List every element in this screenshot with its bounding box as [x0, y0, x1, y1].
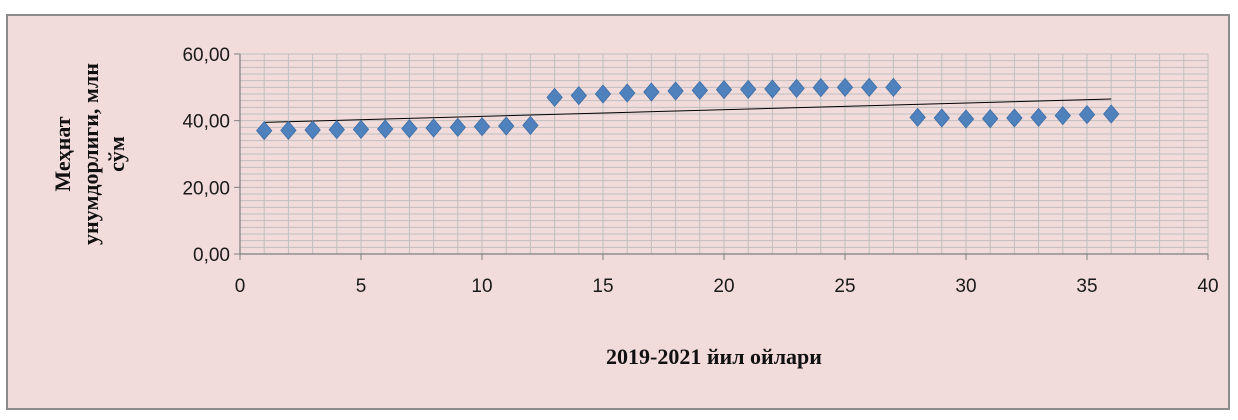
data-point	[1054, 106, 1071, 126]
data-point	[1103, 104, 1120, 124]
x-tick-label: 30	[955, 276, 976, 297]
y-axis-title-line: унумдорлиги, млн	[78, 63, 103, 245]
data-point	[377, 119, 394, 139]
data-point	[449, 117, 466, 137]
data-point	[715, 80, 733, 100]
y-tick-label: 20,00	[182, 178, 230, 199]
x-tick-labels: 0 5 10 15 20 25 30 35 40	[235, 276, 1219, 297]
data-point	[909, 107, 926, 127]
y-axis-title: Меҳнат унумдорлиги, млн сўм	[50, 63, 129, 245]
x-tick-label: 40	[1197, 276, 1218, 297]
data-point	[425, 118, 442, 138]
data-point	[1078, 105, 1096, 125]
trendline	[264, 98, 1112, 123]
data-point	[788, 78, 805, 98]
data-point	[667, 81, 684, 101]
y-tick-label: 60,00	[182, 45, 230, 66]
data-point	[619, 83, 636, 103]
data-point	[352, 119, 370, 139]
data-point	[1030, 107, 1047, 127]
data-point	[304, 120, 321, 140]
x-tick-label: 20	[713, 276, 734, 297]
chart-frame: 0,00 20,00 40,00 60,00 0 5 10 15 20 25 30 35 40 201…	[6, 14, 1230, 410]
data-points	[256, 77, 1120, 141]
x-axis-title: 2019-2021 йил ойлари	[606, 344, 822, 369]
y-tick-label: 0,00	[193, 245, 230, 266]
data-point	[957, 109, 975, 129]
data-point	[836, 77, 854, 97]
data-point	[764, 79, 781, 99]
x-tick-label: 5	[356, 276, 367, 297]
data-point	[328, 120, 345, 140]
data-point	[691, 80, 708, 100]
data-point	[522, 115, 539, 135]
axes	[234, 53, 1209, 260]
data-point	[643, 82, 660, 102]
data-point	[933, 108, 950, 128]
scatter-chart: 0,00 20,00 40,00 60,00 0 5 10 15 20 25 30 35 40 201…	[50, 45, 1219, 369]
data-point	[982, 109, 999, 129]
gridlines	[239, 53, 1209, 255]
x-tick-label: 25	[834, 276, 855, 297]
x-tick-label: 10	[471, 276, 492, 297]
y-tick-labels: 0,00 20,00 40,00 60,00	[182, 45, 230, 266]
data-point	[861, 77, 878, 97]
data-point	[570, 86, 587, 106]
data-point	[740, 79, 757, 99]
trendline-group	[264, 98, 1112, 123]
y-axis-title-line: Меҳнат	[50, 116, 75, 191]
data-point	[498, 116, 515, 136]
x-tick-label: 0	[235, 276, 246, 297]
y-axis-title-line: сўм	[104, 136, 129, 172]
data-point	[546, 87, 563, 107]
x-tick-label: 35	[1076, 276, 1097, 297]
data-point	[280, 120, 297, 140]
data-point	[1006, 108, 1023, 128]
data-point	[401, 119, 418, 139]
data-point	[473, 117, 491, 137]
data-point	[885, 77, 902, 97]
x-tick-label: 15	[592, 276, 613, 297]
data-point	[594, 84, 612, 104]
data-point	[256, 121, 273, 141]
data-point	[812, 78, 829, 98]
y-tick-label: 40,00	[182, 112, 230, 133]
